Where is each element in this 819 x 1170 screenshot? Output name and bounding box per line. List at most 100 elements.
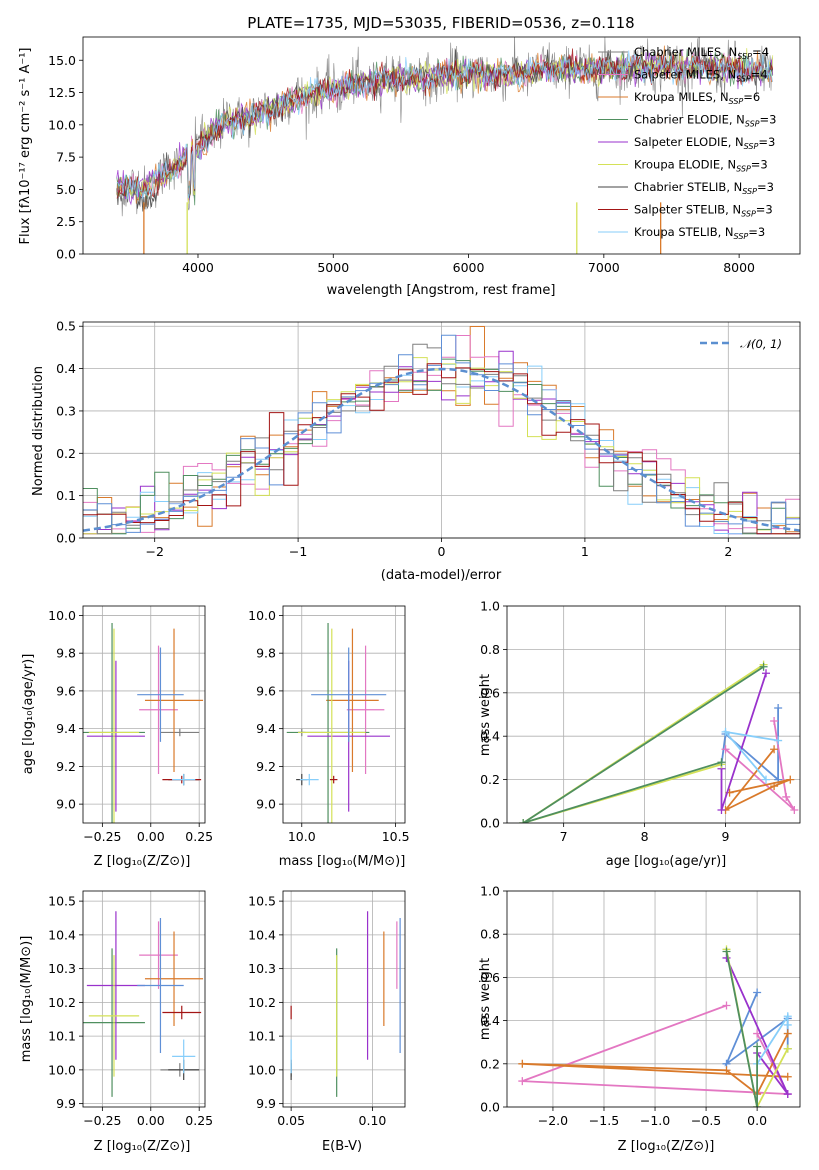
x-tick-label: −0.25 <box>83 1113 121 1128</box>
weight-line <box>522 663 765 823</box>
weight-marker <box>786 775 795 784</box>
y-tick-label: 10.4 <box>48 927 76 942</box>
weight-marker <box>774 736 783 745</box>
x-tick-label: 7 <box>560 829 568 844</box>
x-ticks: −2.0 −1.5 −1.0 −0.5 0.0 <box>538 1107 767 1128</box>
y-tick-label: 2.5 <box>56 214 76 229</box>
legend-label: Chabrier STELIB, NSSP=3 <box>634 180 774 196</box>
x-ticks: 0.05 0.10 <box>277 1107 386 1128</box>
y-tick-label: 10.5 <box>48 894 76 909</box>
weight-line <box>724 720 796 811</box>
weight-z-xlabel: Z [log₁₀(Z/Z⊙)] <box>618 1139 715 1154</box>
y-tick-label: 7.5 <box>56 150 76 165</box>
plot-area <box>116 37 774 254</box>
weight-marker <box>722 1066 731 1075</box>
weight-marker <box>721 745 730 754</box>
weight-marker <box>753 1103 762 1107</box>
y-tick-label: 9.8 <box>56 646 76 661</box>
y-tick-label: 0.0 <box>56 247 76 262</box>
series-group <box>286 622 390 823</box>
weight-vs-metallicity-panel: Z [log₁₀(Z/Z⊙)] mass weight −2.0 −1.5 −1.0… <box>478 884 801 1154</box>
mass-vs-metallicity-panel: Z [log₁₀(Z/Z⊙)] mass [log₁₀(M/M⊙)] −0.25… <box>19 890 213 1154</box>
spectrum-xlabel: wavelength [Angstrom, rest frame] <box>327 283 556 298</box>
normal-curve <box>83 367 800 532</box>
y-tick-label: 0.5 <box>56 319 76 334</box>
spectrum-ylabel: Flux [fλ10⁻¹⁷ erg cm⁻² s⁻¹ A⁻¹] <box>18 48 33 245</box>
weight-line <box>725 951 758 1107</box>
y-tick-label: 12.5 <box>48 85 76 100</box>
legend-label: Chabrier MILES, NSSP=4 <box>634 45 769 61</box>
series-group <box>83 326 800 535</box>
age-z-xlabel: Z [log₁₀(Z/Z⊙)] <box>94 854 191 869</box>
weight-marker <box>753 1042 762 1051</box>
y-tick-label: 9.9 <box>56 1096 76 1111</box>
mass-z-xlabel: Z [log₁₀(Z/Z⊙)] <box>94 1139 191 1154</box>
axes-frame <box>506 890 801 1108</box>
spectrum-title: PLATE=1735, MJD=53035, FIBERID=0536, z=0… <box>247 14 634 32</box>
x-tick-label: 6000 <box>453 260 485 275</box>
weight-line <box>522 666 765 823</box>
weight-marker <box>782 792 791 801</box>
y-tick-label: 0.0 <box>480 816 500 831</box>
axes-frame <box>282 890 406 1108</box>
x-tick-label: 0.00 <box>137 1113 165 1128</box>
series-group <box>83 911 204 1097</box>
x-tick-label: −0.5 <box>691 1113 721 1128</box>
y-tick-label: 10.3 <box>48 961 76 976</box>
histogram-step <box>83 363 800 535</box>
spectrum-line <box>116 48 774 204</box>
x-tick-label: 0.0 <box>747 1113 767 1128</box>
weight-marker <box>762 775 771 784</box>
y-tick-label: 9.9 <box>256 1096 276 1111</box>
plot-area <box>507 605 800 824</box>
series-group <box>83 622 204 823</box>
y-ticks: 9.9 10.0 10.1 10.2 10.3 10.4 10.5 <box>248 894 283 1111</box>
age-vs-mass-panel: mass [log₁₀(M/M⊙)] 10.0 10.59.09.29.49.69… <box>248 605 410 869</box>
weight-marker <box>518 1059 527 1068</box>
x-ticks: −0.25 0.00 0.25 <box>83 1107 213 1128</box>
y-tick-label: 9.6 <box>56 683 76 698</box>
y-tick-label: 0.4 <box>56 361 76 376</box>
x-tick-label: −0.25 <box>83 829 121 844</box>
y-tick-label: 0.8 <box>480 642 500 657</box>
legend-label: Kroupa STELIB, NSSP=3 <box>634 225 765 241</box>
axes-frame <box>506 605 801 824</box>
axes-frame <box>82 890 206 1108</box>
legend-label: Chabrier ELODIE, NSSP=3 <box>634 113 776 129</box>
plot-area <box>83 606 205 823</box>
y-tick-label: 10.0 <box>248 1062 276 1077</box>
weight-marker <box>753 988 762 997</box>
x-tick-label: 0.05 <box>277 1113 305 1128</box>
y-tick-label: 10.2 <box>248 995 276 1010</box>
x-ticks: 7 8 9 <box>560 823 730 844</box>
weight-marker <box>519 819 528 823</box>
y-tick-label: 0.2 <box>56 446 76 461</box>
y-tick-label: 0.2 <box>480 1056 500 1071</box>
x-tick-label: 0.00 <box>137 829 165 844</box>
axes-frame <box>82 36 801 255</box>
y-ticks: 9.9 10.0 10.1 10.2 10.3 10.4 10.5 <box>48 894 83 1111</box>
x-tick-label: 7000 <box>588 260 620 275</box>
series-group <box>116 37 774 254</box>
y-tick-label: 0.1 <box>56 488 76 503</box>
y-ticks: 0.0 0.1 0.2 0.3 0.4 0.5 <box>56 319 83 546</box>
weight-marker <box>790 805 799 814</box>
weight-marker <box>722 947 731 956</box>
y-tick-label: 9.2 <box>56 759 76 774</box>
y-tick-label: 0.8 <box>480 927 500 942</box>
x-tick-label: −2.0 <box>538 1113 568 1128</box>
age-mass-xlabel: mass [log₁₀(M/M⊙)] <box>279 854 406 869</box>
legend-label: Salpeter MILES, NSSP=4 <box>634 68 768 84</box>
x-tick-label: −1 <box>289 544 307 559</box>
y-tick-label: 1.0 <box>480 884 500 899</box>
x-tick-label: 0.10 <box>359 1113 387 1128</box>
y-tick-label: 10.0 <box>48 1062 76 1077</box>
x-ticks: −0.25 0.00 0.25 <box>83 823 213 844</box>
weight-marker <box>759 662 768 671</box>
y-tick-label: 9.8 <box>256 646 276 661</box>
spectrum-panel: PLATE=1735, MJD=53035, FIBERID=0536, z=0… <box>18 14 801 298</box>
x-tick-label: 10.0 <box>288 829 316 844</box>
histogram-legend: 𝒩(0, 1) <box>700 337 782 351</box>
age-z-ylabel: age [log₁₀(age/yr)] <box>21 654 36 775</box>
